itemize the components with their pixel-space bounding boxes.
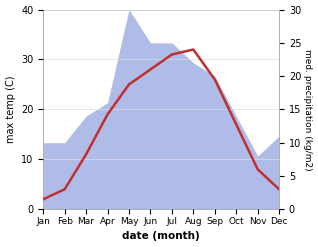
Y-axis label: max temp (C): max temp (C) bbox=[5, 76, 16, 143]
Y-axis label: med. precipitation (kg/m2): med. precipitation (kg/m2) bbox=[303, 49, 313, 170]
X-axis label: date (month): date (month) bbox=[122, 231, 200, 242]
